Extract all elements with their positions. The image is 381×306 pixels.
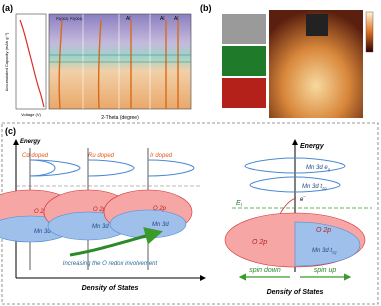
axis-label: Density of States <box>82 285 139 292</box>
arrow-text: Increasing the O redox involvement <box>63 261 158 267</box>
peak-label: P2(002) <box>56 17 68 21</box>
x-axis-label: Voltage (V) <box>21 112 41 117</box>
panel-label: (a) <box>2 3 13 13</box>
electron-arrow <box>279 197 297 215</box>
panel-b: (b) <box>200 3 374 118</box>
peak-lines <box>58 19 179 110</box>
axis-label: Energy <box>20 139 41 145</box>
colorbar <box>365 11 374 53</box>
t2g-band <box>294 221 361 267</box>
panel-c: (c) Energy Cd doped O 2p Mn 3d Ru doped … <box>0 122 379 305</box>
spin-label: spin up <box>314 267 337 274</box>
spin-label: spin down <box>249 267 281 274</box>
band-label: O 2p <box>252 239 267 246</box>
panel-label: (b) <box>200 3 212 13</box>
peak-label: P2(004) <box>70 17 82 21</box>
peak-label: Al <box>160 16 164 22</box>
fermi-label: Ef <box>236 200 243 208</box>
t2g-band <box>249 176 341 193</box>
band-label: Mn 3d eg <box>306 165 331 172</box>
band-label: O 2p <box>316 227 331 234</box>
y-axis-label: Accumulated Capacity (mAh g⁻¹) <box>4 32 9 91</box>
image-tile <box>222 46 266 76</box>
xrd-map <box>48 13 192 110</box>
band-label: O 2p <box>93 207 107 213</box>
voltage-plot <box>15 13 47 110</box>
band-label: O 2p <box>153 206 167 212</box>
trace-lines <box>49 54 191 63</box>
peak-label: Al <box>174 16 178 22</box>
axis-label: Density of States <box>267 289 324 296</box>
image-tile <box>222 14 266 44</box>
trend-arrow <box>69 227 163 257</box>
band-label: Mn 3d <box>92 224 109 230</box>
eg-band <box>244 157 346 174</box>
column: Ir doped O 2p Mn 3d <box>103 148 195 270</box>
column-label: Cd doped <box>22 153 49 159</box>
inset <box>306 14 328 36</box>
band-label: Mn 3d t2g <box>302 184 327 191</box>
column-label: Ru doped <box>88 153 115 159</box>
peak-label: Al <box>126 16 130 22</box>
electron-label: e− <box>300 194 306 203</box>
frame <box>1 122 379 305</box>
band-label: Mn 3d <box>34 229 51 235</box>
band-label: Mn 3d <box>152 222 169 228</box>
band-label: O 2p <box>34 209 48 215</box>
voltage-curve <box>19 19 45 108</box>
axis-label: Energy <box>300 143 325 150</box>
x-axis-label: 2-Theta (degree) <box>101 115 139 121</box>
panel-a: (a) Accumulated Capacity (mAh g⁻¹) Volta… <box>2 3 192 121</box>
column-label: Ir doped <box>150 153 173 159</box>
panel-label: (c) <box>5 126 16 136</box>
band-label: Mn 3d t2g <box>312 248 337 255</box>
section-dividers <box>82 14 151 109</box>
image-tile <box>222 78 266 108</box>
